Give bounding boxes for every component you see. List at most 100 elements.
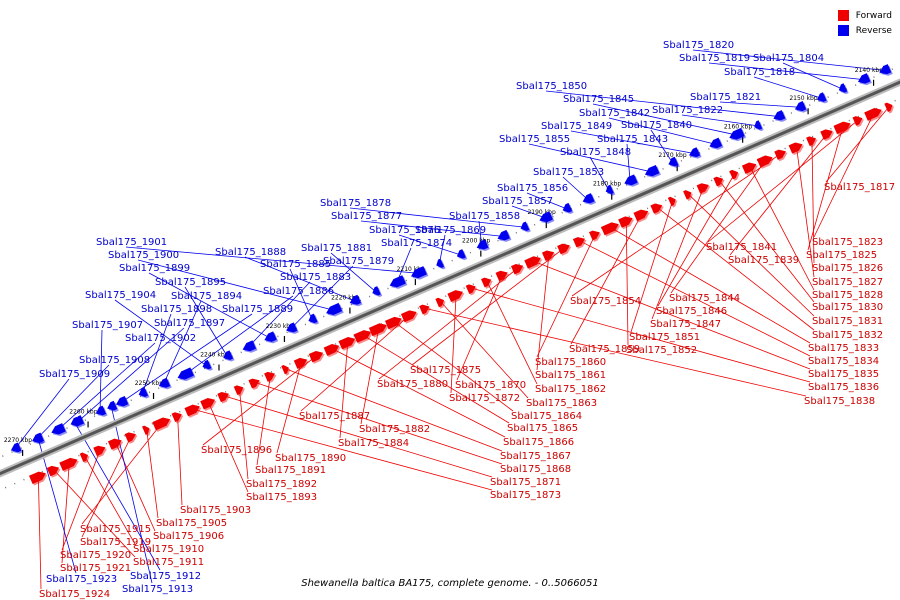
forward-gene-label: Sbal175_1875 bbox=[410, 365, 481, 376]
reverse-gene-arrow bbox=[729, 127, 745, 140]
reverse-gene-arrow bbox=[264, 331, 277, 342]
reverse-connector bbox=[592, 103, 737, 136]
tick-label: 2230 kbp bbox=[266, 323, 294, 330]
tick-label: 2140 kbp bbox=[855, 67, 883, 74]
reverse-connector bbox=[782, 62, 843, 90]
forward-connector bbox=[707, 119, 859, 243]
forward-gene-arrow bbox=[29, 471, 46, 485]
reverse-connector bbox=[290, 265, 354, 329]
forward-connector bbox=[656, 207, 815, 331]
forward-gene-arrow bbox=[447, 290, 463, 302]
reverse-connector bbox=[14, 378, 70, 449]
forward-connector bbox=[533, 260, 811, 370]
tick-label: 2150 kbp bbox=[789, 95, 817, 102]
forward-gene-arrow bbox=[650, 203, 663, 214]
reverse-gene-label: Sbal175_1840 bbox=[621, 120, 692, 131]
forward-gene-arrow bbox=[524, 256, 541, 269]
forward-gene-arrow bbox=[79, 452, 89, 462]
forward-gene-arrow bbox=[435, 297, 445, 308]
forward-connector bbox=[393, 321, 514, 412]
legend-label-reverse: Reverse bbox=[855, 25, 892, 36]
forward-connector bbox=[425, 307, 807, 397]
reverse-gene-label: Sbal175_1912 bbox=[130, 571, 201, 582]
forward-gene-arrow bbox=[400, 310, 417, 323]
forward-gene-label: Sbal175_1872 bbox=[449, 393, 520, 404]
label-connector-lines bbox=[14, 49, 890, 590]
reverse-connector bbox=[330, 252, 376, 293]
forward-gene-label: Sbal175_1893 bbox=[246, 492, 317, 503]
forward-gene-label: Sbal175_1867 bbox=[500, 451, 571, 462]
reverse-connector bbox=[692, 49, 885, 71]
forward-gene-label: Sbal175_1866 bbox=[503, 437, 574, 448]
forward-gene-arrow bbox=[293, 357, 308, 369]
reverse-gene-label: Sbal175_1858 bbox=[449, 211, 520, 222]
forward-gene-label: Sbal175_1847 bbox=[650, 319, 721, 330]
reverse-gene-arrow bbox=[624, 174, 638, 186]
forward-gene-label: Sbal175_1846 bbox=[656, 306, 727, 317]
legend-item-reverse: Reverse bbox=[837, 23, 892, 38]
reverse-gene-label: Sbal175_1904 bbox=[85, 290, 156, 301]
forward-gene-label: Sbal175_1839 bbox=[728, 255, 799, 266]
forward-gene-label: Sbal175_1892 bbox=[246, 479, 317, 490]
forward-gene-label: Sbal175_1905 bbox=[156, 518, 227, 529]
forward-connector bbox=[61, 463, 70, 564]
forward-swatch bbox=[837, 10, 849, 21]
forward-connector bbox=[177, 416, 183, 506]
legend-label-forward: Forward bbox=[855, 10, 892, 21]
forward-gene-arrow bbox=[124, 432, 136, 443]
reverse-gene-label: Sbal175_1909 bbox=[39, 369, 110, 380]
reverse-gene-arrow bbox=[223, 350, 234, 361]
forward-gene-label: Sbal175_1903 bbox=[180, 505, 251, 516]
forward-gene-label: Sbal175_1863 bbox=[526, 398, 597, 409]
forward-connector bbox=[536, 254, 550, 371]
reverse-gene-arrow bbox=[372, 286, 381, 296]
forward-connector bbox=[729, 133, 828, 256]
forward-gene-label: Sbal175_1884 bbox=[338, 438, 409, 449]
reverse-connector bbox=[753, 76, 822, 99]
forward-connector bbox=[718, 180, 815, 303]
track-line bbox=[0, 80, 900, 476]
forward-gene-label: Sbal175_1833 bbox=[808, 343, 879, 354]
reverse-gene-label: Sbal175_1894 bbox=[171, 291, 242, 302]
reverse-connector bbox=[248, 281, 311, 348]
reverse-gene-arrow bbox=[70, 416, 81, 427]
forward-connector bbox=[670, 160, 766, 294]
forward-gene-arrow bbox=[510, 263, 524, 275]
reverse-gene-arrow bbox=[520, 221, 530, 231]
forward-gene-label: Sbal175_1844 bbox=[669, 293, 740, 304]
forward-connector bbox=[363, 334, 510, 424]
forward-gene-label: Sbal175_1891 bbox=[255, 465, 326, 476]
forward-gene-arrow bbox=[633, 209, 649, 222]
reverse-connector bbox=[349, 207, 525, 228]
forward-gene-arrow bbox=[200, 397, 216, 410]
legend-item-forward: Forward bbox=[837, 8, 892, 23]
reverse-gene-label: Sbal175_1842 bbox=[579, 108, 650, 119]
forward-gene-arrow bbox=[338, 337, 356, 350]
forward-gene-arrow bbox=[465, 284, 476, 295]
forward-gene-label: Sbal175_1830 bbox=[812, 302, 883, 313]
reverse-gene-label: Sbal175_1804 bbox=[753, 53, 824, 64]
forward-connector bbox=[84, 456, 136, 545]
forward-gene-arrow bbox=[384, 316, 402, 330]
reverse-gene-arrow bbox=[668, 156, 679, 167]
reverse-gene-label: Sbal175_1869 bbox=[415, 225, 486, 236]
reverse-gene-arrow bbox=[286, 322, 298, 333]
reverse-connector bbox=[99, 329, 103, 412]
reverse-swatch bbox=[837, 25, 849, 36]
reverse-gene-label: Sbal175_1819 bbox=[679, 53, 750, 64]
genome-caption: Shewanella baltica BA175, complete genom… bbox=[301, 578, 599, 589]
forward-connector bbox=[796, 146, 815, 278]
reverse-gene-arrow bbox=[177, 367, 194, 380]
forward-gene-label: Sbal175_1910 bbox=[133, 544, 204, 555]
reverse-gene-label: Sbal175_1877 bbox=[331, 211, 402, 222]
reverse-gene-arrow bbox=[349, 294, 362, 305]
reverse-connector bbox=[57, 342, 156, 431]
forward-gene-arrow bbox=[481, 277, 492, 288]
forward-connector bbox=[239, 389, 249, 480]
reverse-gene-arrow bbox=[202, 359, 212, 370]
forward-gene-arrow bbox=[495, 270, 508, 282]
forward-connector bbox=[276, 362, 302, 454]
reverse-gene-arrow bbox=[326, 302, 343, 315]
forward-gene-arrow bbox=[820, 129, 833, 140]
